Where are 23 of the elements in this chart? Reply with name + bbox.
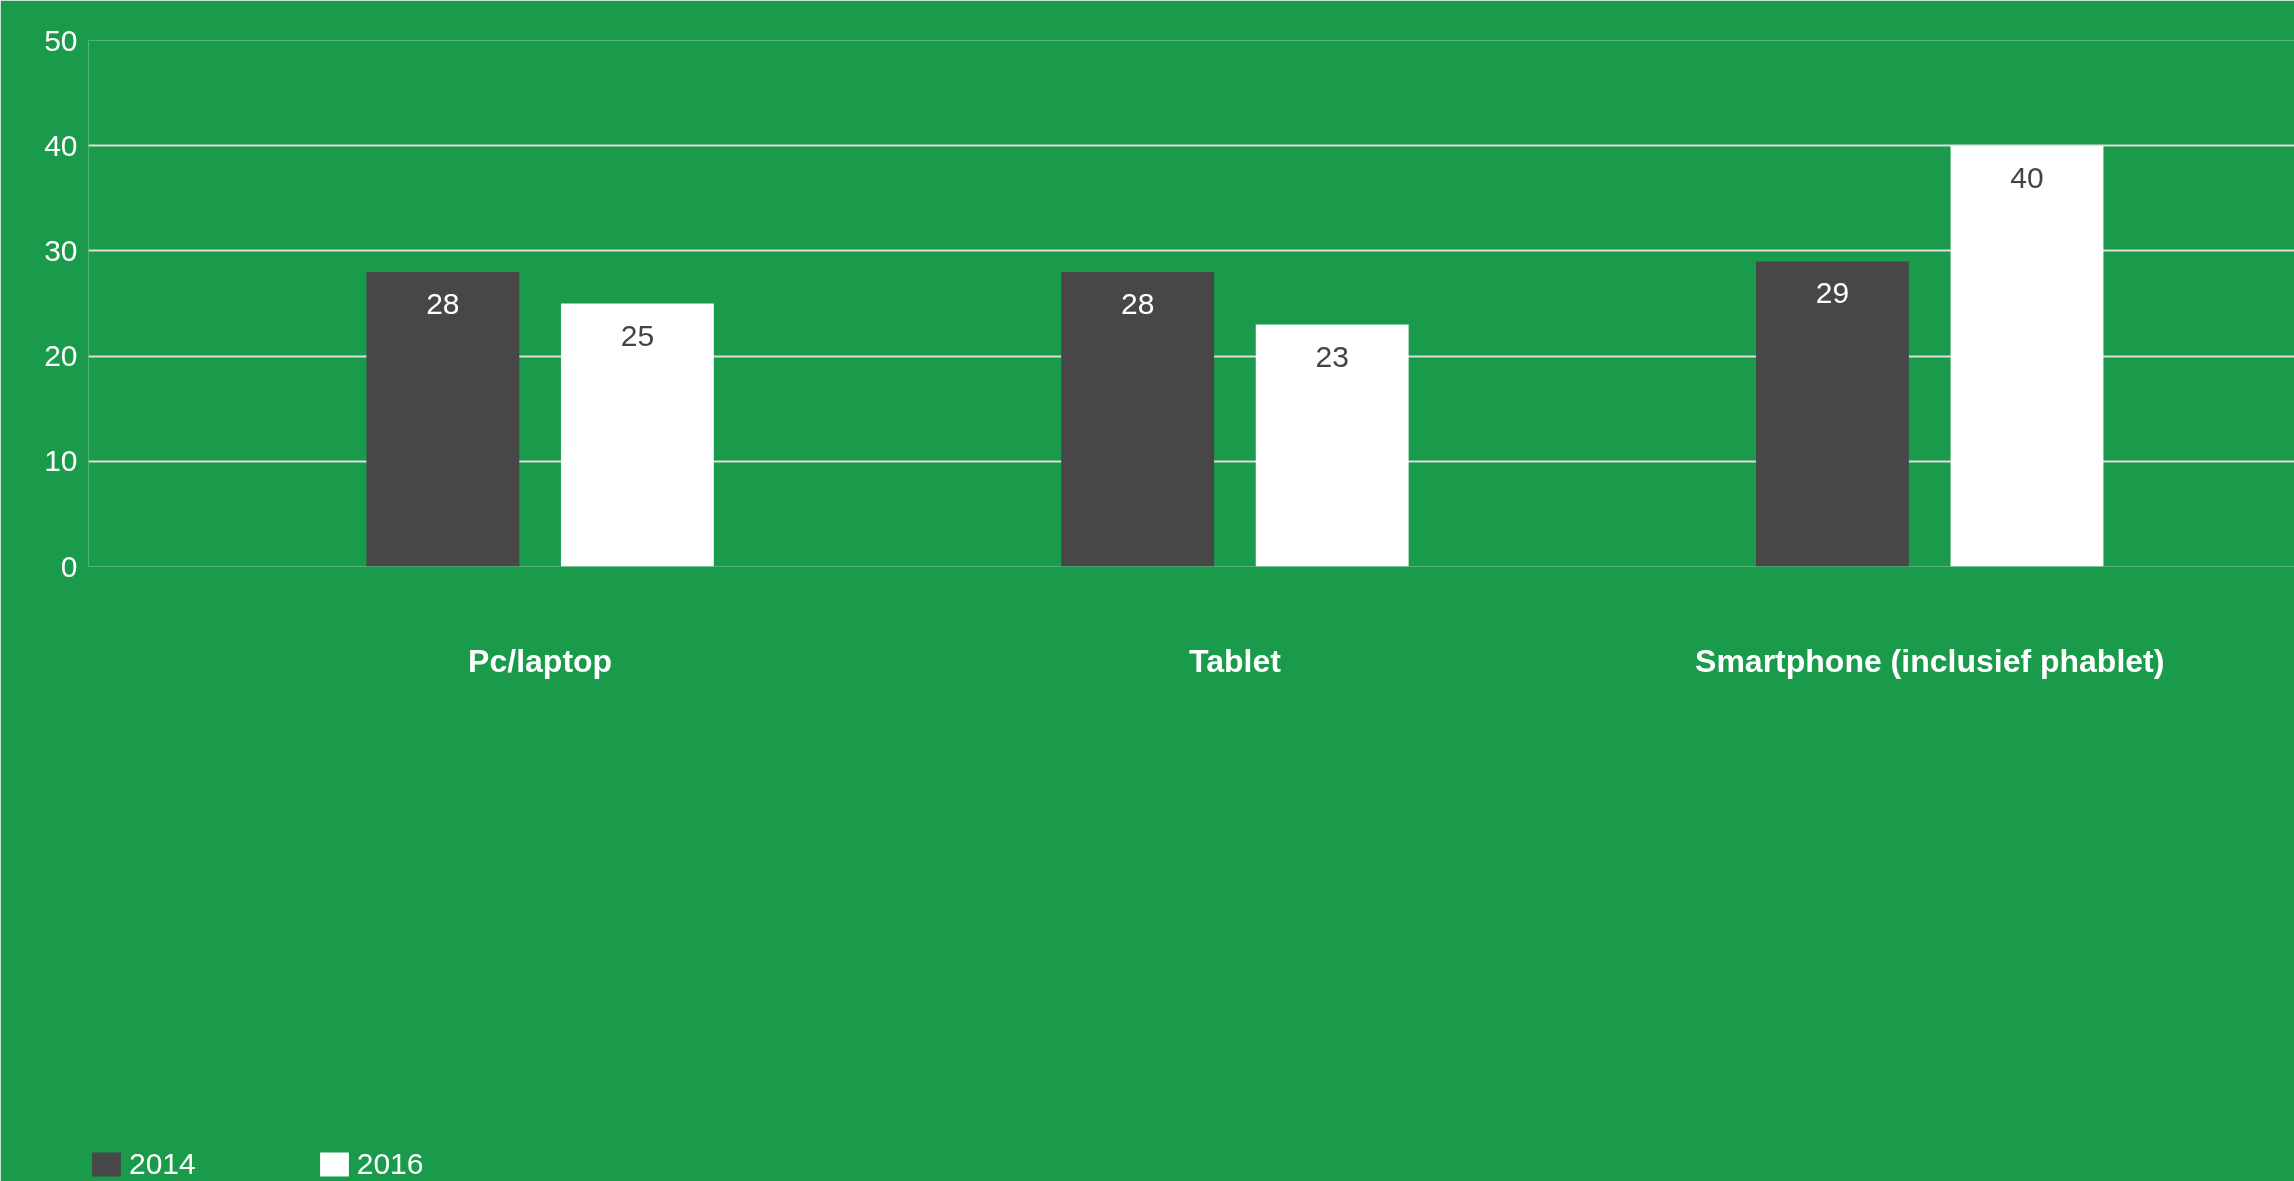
data-label: 29 (1815, 276, 1850, 310)
data-label: 25 (620, 318, 655, 352)
y-tick-label: 30 (44, 233, 78, 267)
data-label: 28 (1120, 286, 1155, 320)
data-label: 40 (2010, 160, 2044, 194)
bar (366, 271, 520, 567)
y-tick-label: 20 (44, 339, 78, 373)
y-tick-label: 40 (44, 128, 78, 162)
bar (560, 303, 714, 567)
bar (1950, 145, 2104, 567)
bar (1255, 324, 1409, 567)
bar (1756, 261, 1909, 567)
bar (1061, 271, 1215, 567)
x-tick-label: Smartphone (inclusief phablet) (1695, 642, 2165, 679)
x-tick-label: Tablet (1189, 642, 1282, 679)
data-label: 23 (1315, 339, 1349, 373)
y-tick-label: 0 (60, 549, 78, 583)
y-tick-label: 10 (44, 444, 78, 478)
data-label: 28 (426, 286, 460, 320)
legend-label: 2016 (356, 1147, 424, 1181)
legend-label: 2014 (129, 1147, 196, 1181)
y-tick-label: 50 (44, 23, 78, 57)
x-tick-label: Pc/laptop (468, 642, 613, 679)
